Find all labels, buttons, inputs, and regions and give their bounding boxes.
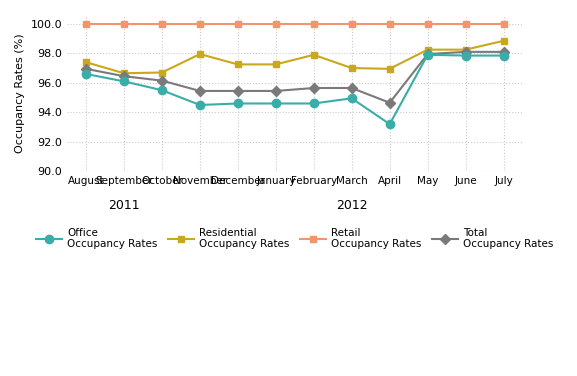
Text: 2012: 2012 — [336, 199, 368, 212]
Legend: Office
Occupancy Rates, Residential
Occupancy Rates, Retail
Occupancy Rates, Tot: Office Occupancy Rates, Residential Occu… — [32, 223, 558, 253]
Y-axis label: Occupancy Rates (%): Occupancy Rates (%) — [15, 33, 25, 153]
Text: 2011: 2011 — [108, 199, 140, 212]
